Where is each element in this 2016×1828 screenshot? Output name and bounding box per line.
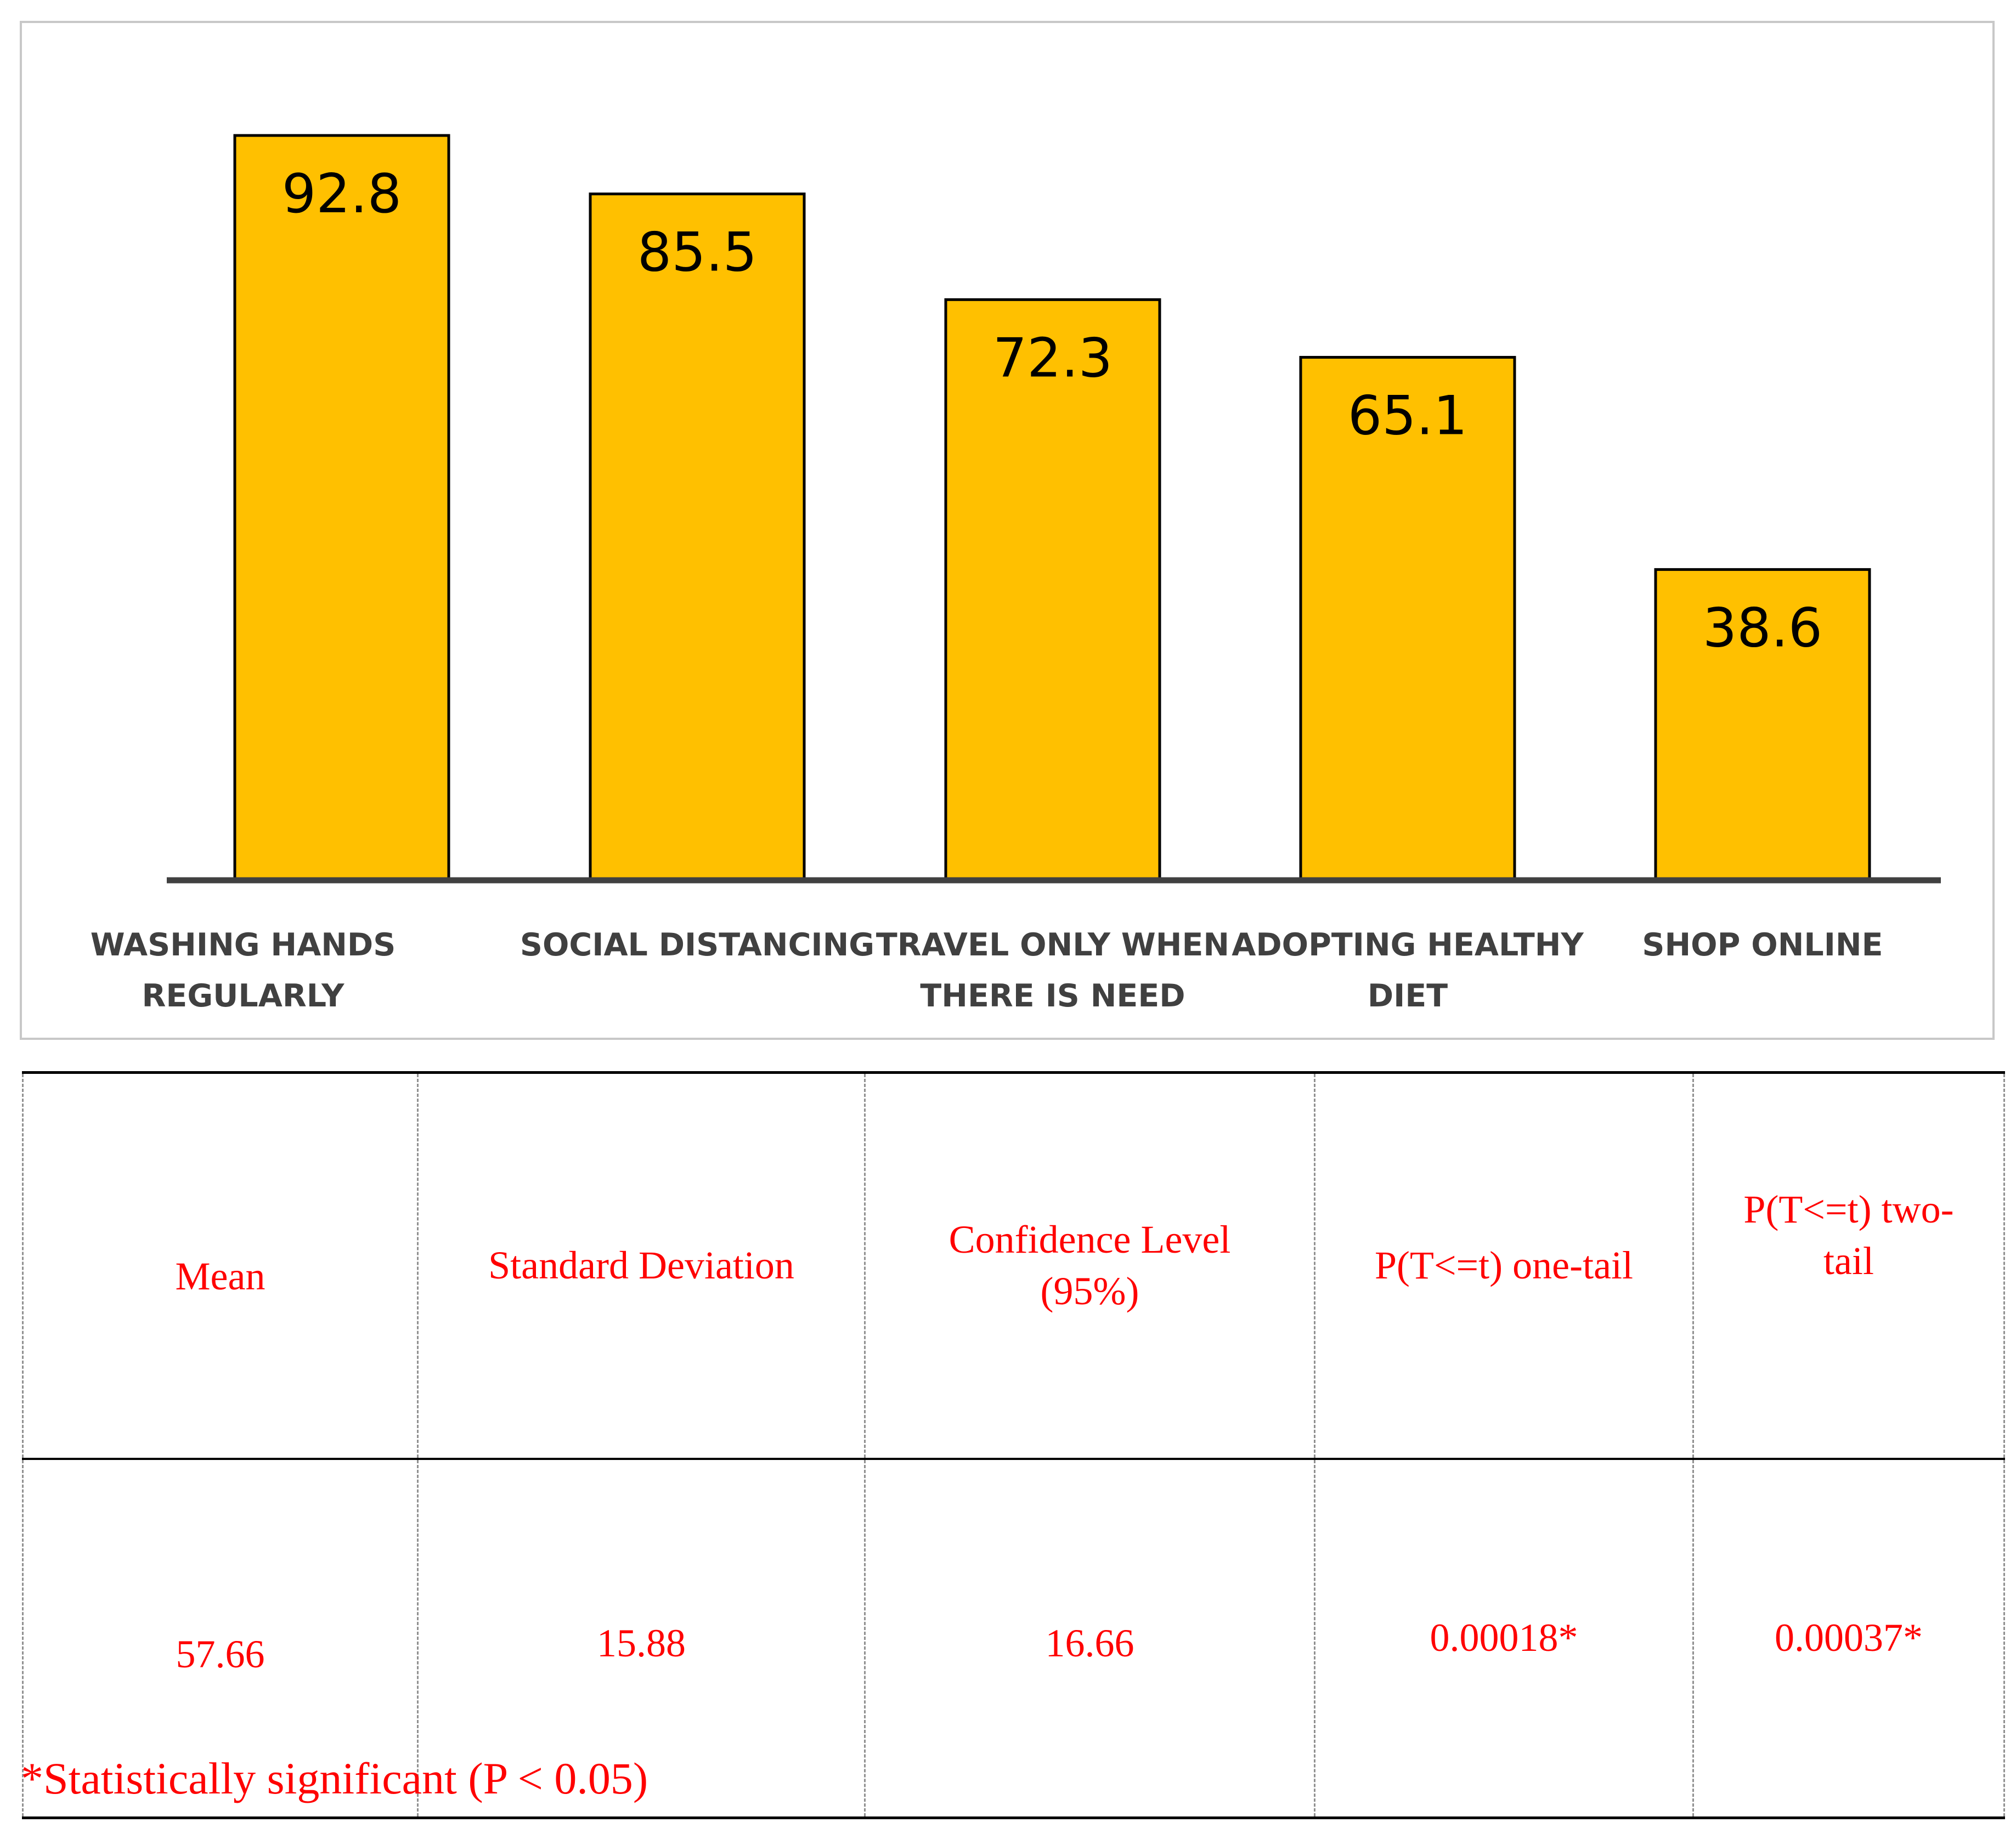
bar-value-label: 72.3 xyxy=(993,327,1113,389)
bar xyxy=(944,298,1161,880)
header-p-one-tail: P(T<=t) one-tail xyxy=(1314,1071,1694,1460)
table-header-row: Mean Standard Deviation Confidence Level… xyxy=(22,1071,2005,1460)
category-label-line: SOCIAL DISTANCING xyxy=(520,927,874,963)
chart-panel: 92.8 85.5 72.3 65.1 38.6 WASHING HANDS REGULA… xyxy=(20,21,1995,1040)
header-mean: Mean xyxy=(22,1071,419,1460)
value-confidence-level: 16.66 xyxy=(864,1459,1315,1819)
bar-value-label: 38.6 xyxy=(1703,597,1822,659)
bar xyxy=(1299,355,1516,880)
category-label: WASHING HANDS REGULARLY xyxy=(91,927,396,1014)
category-label-line: THERE IS NEED xyxy=(920,978,1185,1014)
table-row: 57.66 15.88 16.66 0.00018* 0.00037* xyxy=(22,1459,2005,1819)
statistics-table: Mean Standard Deviation Confidence Level… xyxy=(22,1071,2005,1819)
category-label-line: TRAVEL ONLY WHEN xyxy=(876,927,1229,963)
value-mean: 57.66 xyxy=(22,1459,419,1819)
bar-value-label: 92.8 xyxy=(282,163,402,225)
bar-value-label: 85.5 xyxy=(637,222,757,284)
category-label: SHOP ONLINE xyxy=(1642,927,1883,963)
category-label-line: ADOPTING HEALTHY xyxy=(1232,927,1584,963)
value-standard-deviation: 15.88 xyxy=(417,1459,866,1819)
value-p-two-tail: 0.00037* xyxy=(1692,1459,2005,1819)
header-confidence-level: Confidence Level (95%) xyxy=(864,1071,1315,1460)
category-label-line: DIET xyxy=(1368,978,1448,1014)
category-label: ADOPTING HEALTHY DIET xyxy=(1232,927,1584,1014)
bar xyxy=(589,193,806,880)
header-p-two-tail: P(T<=t) two-tail xyxy=(1692,1071,2005,1460)
value-labels-layer: 92.8 85.5 72.3 65.1 38.6 xyxy=(282,163,1822,659)
footnote: *Statistically significant (P < 0.05) xyxy=(21,1753,648,1803)
header-standard-deviation: Standard Deviation xyxy=(417,1071,866,1460)
category-label: SOCIAL DISTANCING xyxy=(520,927,874,963)
category-label-line: SHOP ONLINE xyxy=(1642,927,1883,963)
bar-chart: 92.8 85.5 72.3 65.1 38.6 WASHING HANDS REGULA… xyxy=(91,134,1941,1014)
bar xyxy=(233,134,450,880)
bars-layer xyxy=(233,134,1871,880)
category-label-line: REGULARLY xyxy=(142,978,345,1014)
category-label: TRAVEL ONLY WHEN THERE IS NEED xyxy=(876,927,1229,1014)
bar-value-label: 65.1 xyxy=(1348,384,1467,447)
value-p-one-tail: 0.00018* xyxy=(1314,1459,1694,1819)
bar xyxy=(1654,568,1871,880)
category-label-line: WASHING HANDS xyxy=(91,927,396,963)
